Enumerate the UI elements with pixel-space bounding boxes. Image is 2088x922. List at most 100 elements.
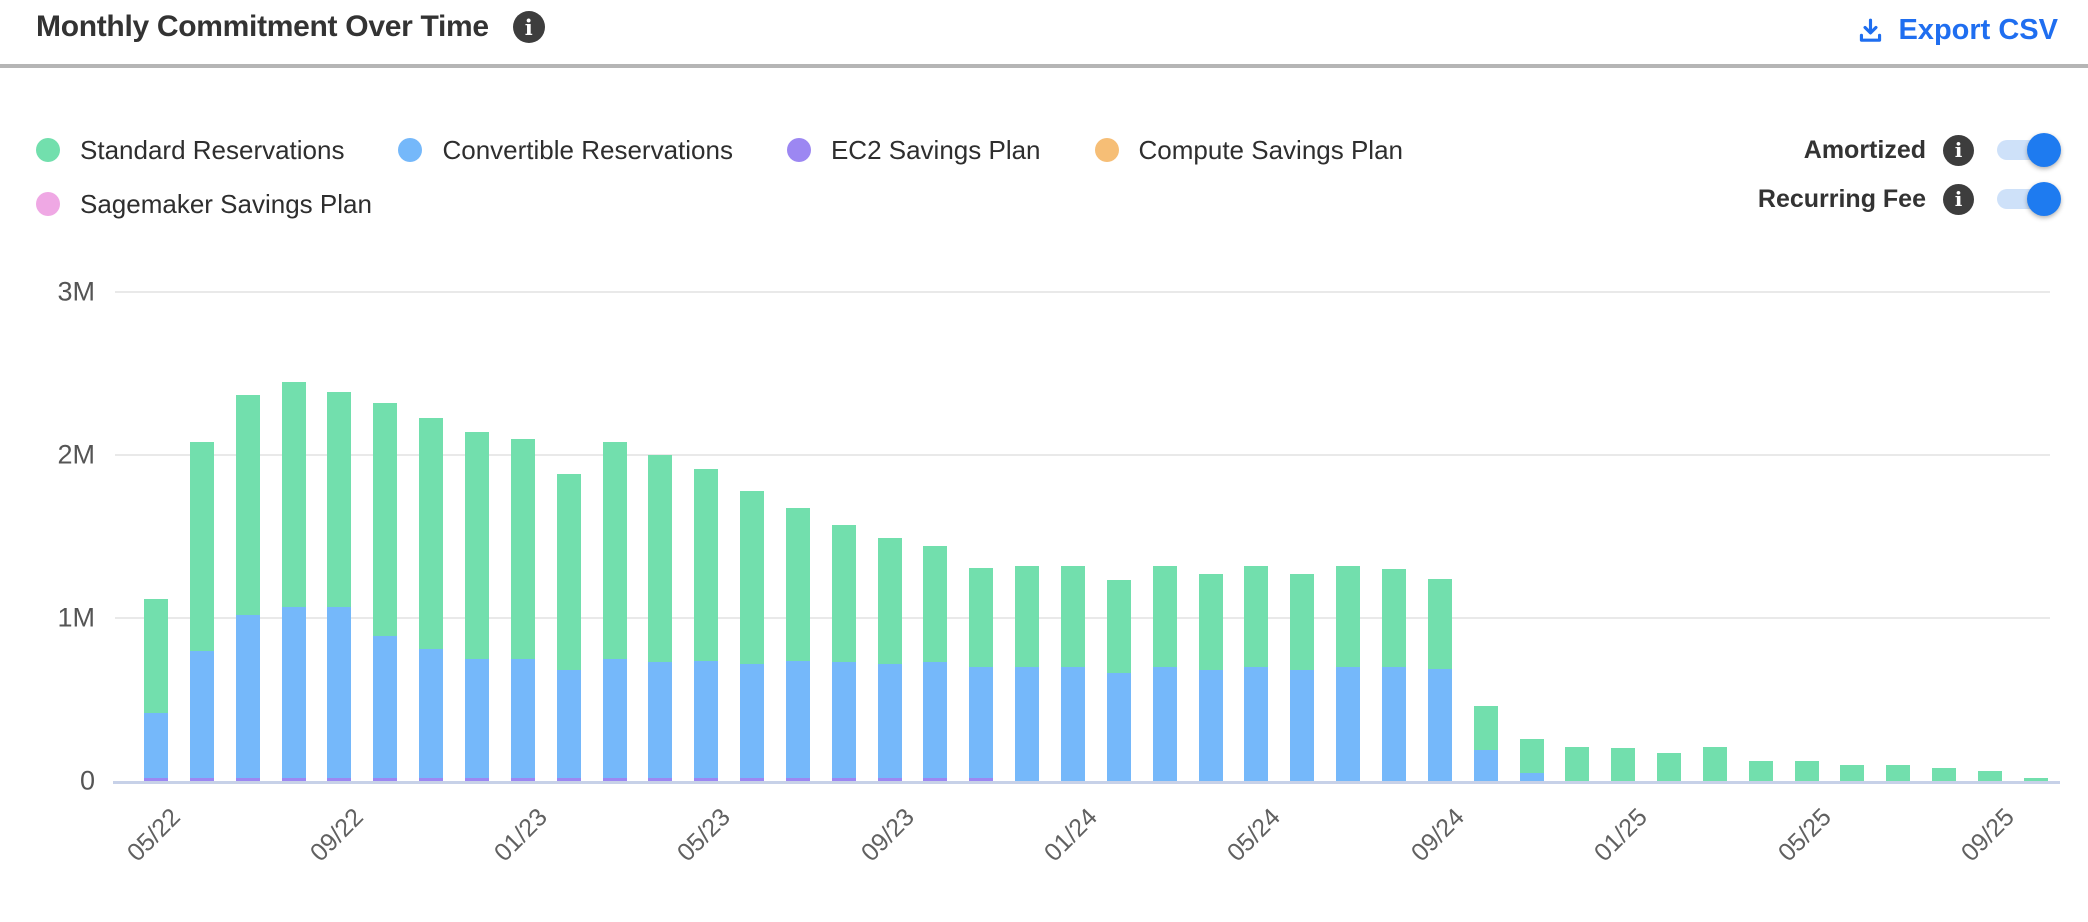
bar-10/22[interactable] <box>373 403 398 781</box>
bar-07/23[interactable] <box>785 508 810 781</box>
legend-item-compute[interactable]: Compute Savings Plan <box>1094 131 1403 169</box>
bar-11/24[interactable] <box>1519 739 1544 781</box>
toggle-knob <box>2027 133 2061 167</box>
bar-segment-convertible <box>969 667 994 778</box>
x-axis-tick-05/24: 05/24 <box>1222 803 1287 868</box>
toggle-switch[interactable] <box>1997 182 2061 216</box>
bar-09/23[interactable] <box>877 538 902 781</box>
bar-segment-convertible <box>1290 670 1315 781</box>
bar-06/22[interactable] <box>189 442 214 781</box>
bar-segment-convertible <box>1106 673 1131 781</box>
bar-03/23[interactable] <box>602 442 627 781</box>
bar-07/22[interactable] <box>235 395 260 781</box>
legend-item-sagemaker[interactable]: Sagemaker Savings Plan <box>36 185 372 223</box>
bar-01/25[interactable] <box>1611 748 1636 781</box>
bar-04/24[interactable] <box>1198 574 1223 781</box>
legend-dot-convertible <box>398 138 423 162</box>
bar-02/23[interactable] <box>556 474 581 781</box>
y-axis-tick-0: 0 <box>79 765 95 796</box>
toggle-switch[interactable] <box>1997 133 2061 167</box>
bar-08/24[interactable] <box>1381 569 1406 781</box>
bar-05/22[interactable] <box>144 599 168 781</box>
legend-label-sagemaker: Sagemaker Savings Plan <box>80 188 372 219</box>
bar-segment-standard <box>1381 569 1406 667</box>
gridline-2M <box>115 454 2050 456</box>
legend-item-convertible[interactable]: Convertible Reservations <box>398 131 733 169</box>
bar-09/22[interactable] <box>327 392 352 781</box>
bar-segment-standard <box>1978 771 2002 781</box>
bar-02/24[interactable] <box>1106 580 1131 781</box>
info-icon[interactable]: i <box>1943 183 1974 215</box>
bar-07/24[interactable] <box>1336 566 1361 781</box>
title-info-icon[interactable]: i <box>512 11 545 43</box>
bar-segment-standard <box>1427 579 1452 669</box>
bar-07/25[interactable] <box>1886 765 1911 781</box>
info-icon[interactable]: i <box>1943 134 1974 166</box>
bar-segment-convertible <box>464 659 489 778</box>
legend-label-ec2: EC2 Savings Plan <box>830 134 1041 165</box>
bar-segment-standard <box>1244 566 1269 667</box>
bar-08/23[interactable] <box>831 525 856 781</box>
bar-03/24[interactable] <box>1152 566 1177 781</box>
bar-segment-standard <box>235 395 260 615</box>
toggle-label: Recurring Fee <box>1757 184 1926 213</box>
bar-10/23[interactable] <box>923 546 948 781</box>
bar-11/22[interactable] <box>419 418 444 781</box>
bar-segment-standard <box>281 382 306 607</box>
bar-02/25[interactable] <box>1657 753 1682 781</box>
bar-segment-convertible <box>556 670 581 778</box>
x-axis-tick-09/23: 09/23 <box>855 803 920 868</box>
gridline-3M <box>115 291 2050 293</box>
export-csv-button[interactable]: Export CSV <box>1856 14 2058 47</box>
legend-item-ec2[interactable]: EC2 Savings Plan <box>786 131 1041 169</box>
bar-10/24[interactable] <box>1473 706 1498 781</box>
bar-segment-convertible <box>1198 670 1223 781</box>
bar-segment-ec2 <box>419 778 444 781</box>
y-axis-tick-2M: 2M <box>57 439 95 470</box>
bar-segment-standard <box>1794 761 1819 781</box>
bar-06/24[interactable] <box>1290 574 1315 781</box>
page-title: Monthly Commitment Over Time <box>36 10 489 43</box>
bar-segment-standard <box>1519 739 1544 773</box>
bar-01/24[interactable] <box>1061 566 1085 781</box>
bar-segment-ec2 <box>510 778 535 781</box>
bar-segment-standard <box>373 403 398 636</box>
bar-12/22[interactable] <box>464 432 489 781</box>
bar-segment-standard <box>602 442 627 659</box>
bar-09/25[interactable] <box>1978 771 2002 781</box>
bar-04/25[interactable] <box>1748 761 1773 781</box>
bar-segment-standard <box>2023 778 2048 781</box>
bar-segment-convertible <box>281 607 306 778</box>
bar-09/24[interactable] <box>1427 579 1452 781</box>
toggle-panel: Amortized i Recurring Fee i <box>1758 131 2062 218</box>
bar-segment-standard <box>464 432 489 659</box>
bar-12/23[interactable] <box>1015 566 1040 781</box>
bar-05/24[interactable] <box>1244 566 1269 781</box>
bar-05/23[interactable] <box>694 469 719 781</box>
bar-segment-convertible <box>831 662 856 778</box>
bar-05/25[interactable] <box>1794 761 1819 781</box>
bar-11/23[interactable] <box>969 568 994 781</box>
bar-12/24[interactable] <box>1565 747 1590 781</box>
bar-segment-convertible <box>1061 667 1085 781</box>
bar-segment-ec2 <box>969 778 994 781</box>
bar-04/23[interactable] <box>648 455 673 781</box>
bar-segment-convertible <box>189 651 214 778</box>
bar-segment-convertible <box>877 664 902 778</box>
legend-dot-compute <box>1094 138 1119 162</box>
bar-08/22[interactable] <box>281 382 306 781</box>
toggle-knob <box>2027 182 2061 216</box>
bar-segment-standard <box>1106 580 1131 673</box>
bar-03/25[interactable] <box>1702 747 1727 781</box>
bar-01/23[interactable] <box>510 439 535 781</box>
x-axis-tick-01/23: 01/23 <box>488 803 553 868</box>
bar-10/25[interactable] <box>2023 778 2048 781</box>
legend-item-standard[interactable]: Standard Reservations <box>36 131 344 169</box>
bar-06/23[interactable] <box>740 491 765 781</box>
x-axis-tick-09/24: 09/24 <box>1405 803 1470 868</box>
legend-label-standard: Standard Reservations <box>80 134 345 165</box>
bar-08/25[interactable] <box>1932 768 1957 781</box>
bar-06/25[interactable] <box>1840 765 1865 781</box>
